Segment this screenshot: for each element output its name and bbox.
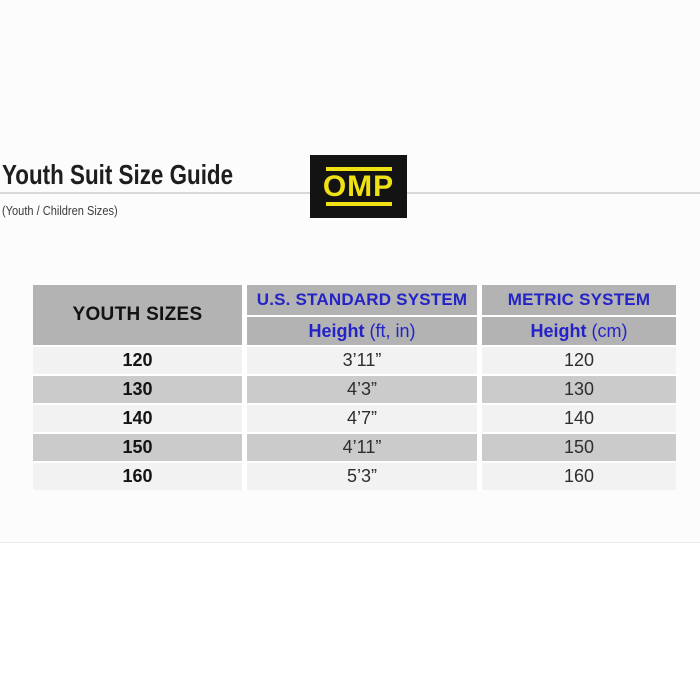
logo-bar-bottom-icon xyxy=(325,202,392,207)
height-ftin-cell: 4’3” xyxy=(247,376,477,403)
logo-bar-top-icon xyxy=(325,166,392,171)
height-label: Height xyxy=(530,320,587,341)
page-title: Youth Suit Size Guide xyxy=(2,159,234,190)
height-cm-cell: 150 xyxy=(482,434,676,461)
col-subheader-height-ftin: Height (ft, in) xyxy=(247,317,477,345)
height-cm-cell: 120 xyxy=(482,347,676,374)
height-ftin-cell: 4’11” xyxy=(247,434,477,461)
col-header-metric-system: METRIC SYSTEM xyxy=(482,285,676,315)
omp-logo-text: OMP xyxy=(322,169,395,203)
size-cell: 160 xyxy=(33,463,242,490)
col-header-us-standard-system: U.S. STANDARD SYSTEM xyxy=(247,285,477,315)
height-cm-cell: 140 xyxy=(482,405,676,432)
size-guide-table: YOUTH SIZES U.S. STANDARD SYSTEM METRIC … xyxy=(33,285,676,490)
omp-logo: OMP xyxy=(310,155,407,218)
height-cm-cell: 160 xyxy=(482,463,676,490)
size-cell: 120 xyxy=(33,347,242,374)
size-cell: 130 xyxy=(33,376,242,403)
size-cell: 140 xyxy=(33,405,242,432)
height-ftin-cell: 3’11” xyxy=(247,347,477,374)
height-ftin-cell: 4’7” xyxy=(247,405,477,432)
col-header-youth-sizes: YOUTH SIZES xyxy=(33,285,242,345)
height-label: Height xyxy=(308,320,365,341)
height-unit-cm: (cm) xyxy=(591,320,628,341)
height-ftin-cell: 5’3” xyxy=(247,463,477,490)
page-subtitle: (Youth / Children Sizes) xyxy=(2,203,118,218)
col-subheader-height-cm: Height (cm) xyxy=(482,317,676,345)
height-unit-ftin: (ft, in) xyxy=(369,320,416,341)
size-cell: 150 xyxy=(33,434,242,461)
height-cm-cell: 130 xyxy=(482,376,676,403)
